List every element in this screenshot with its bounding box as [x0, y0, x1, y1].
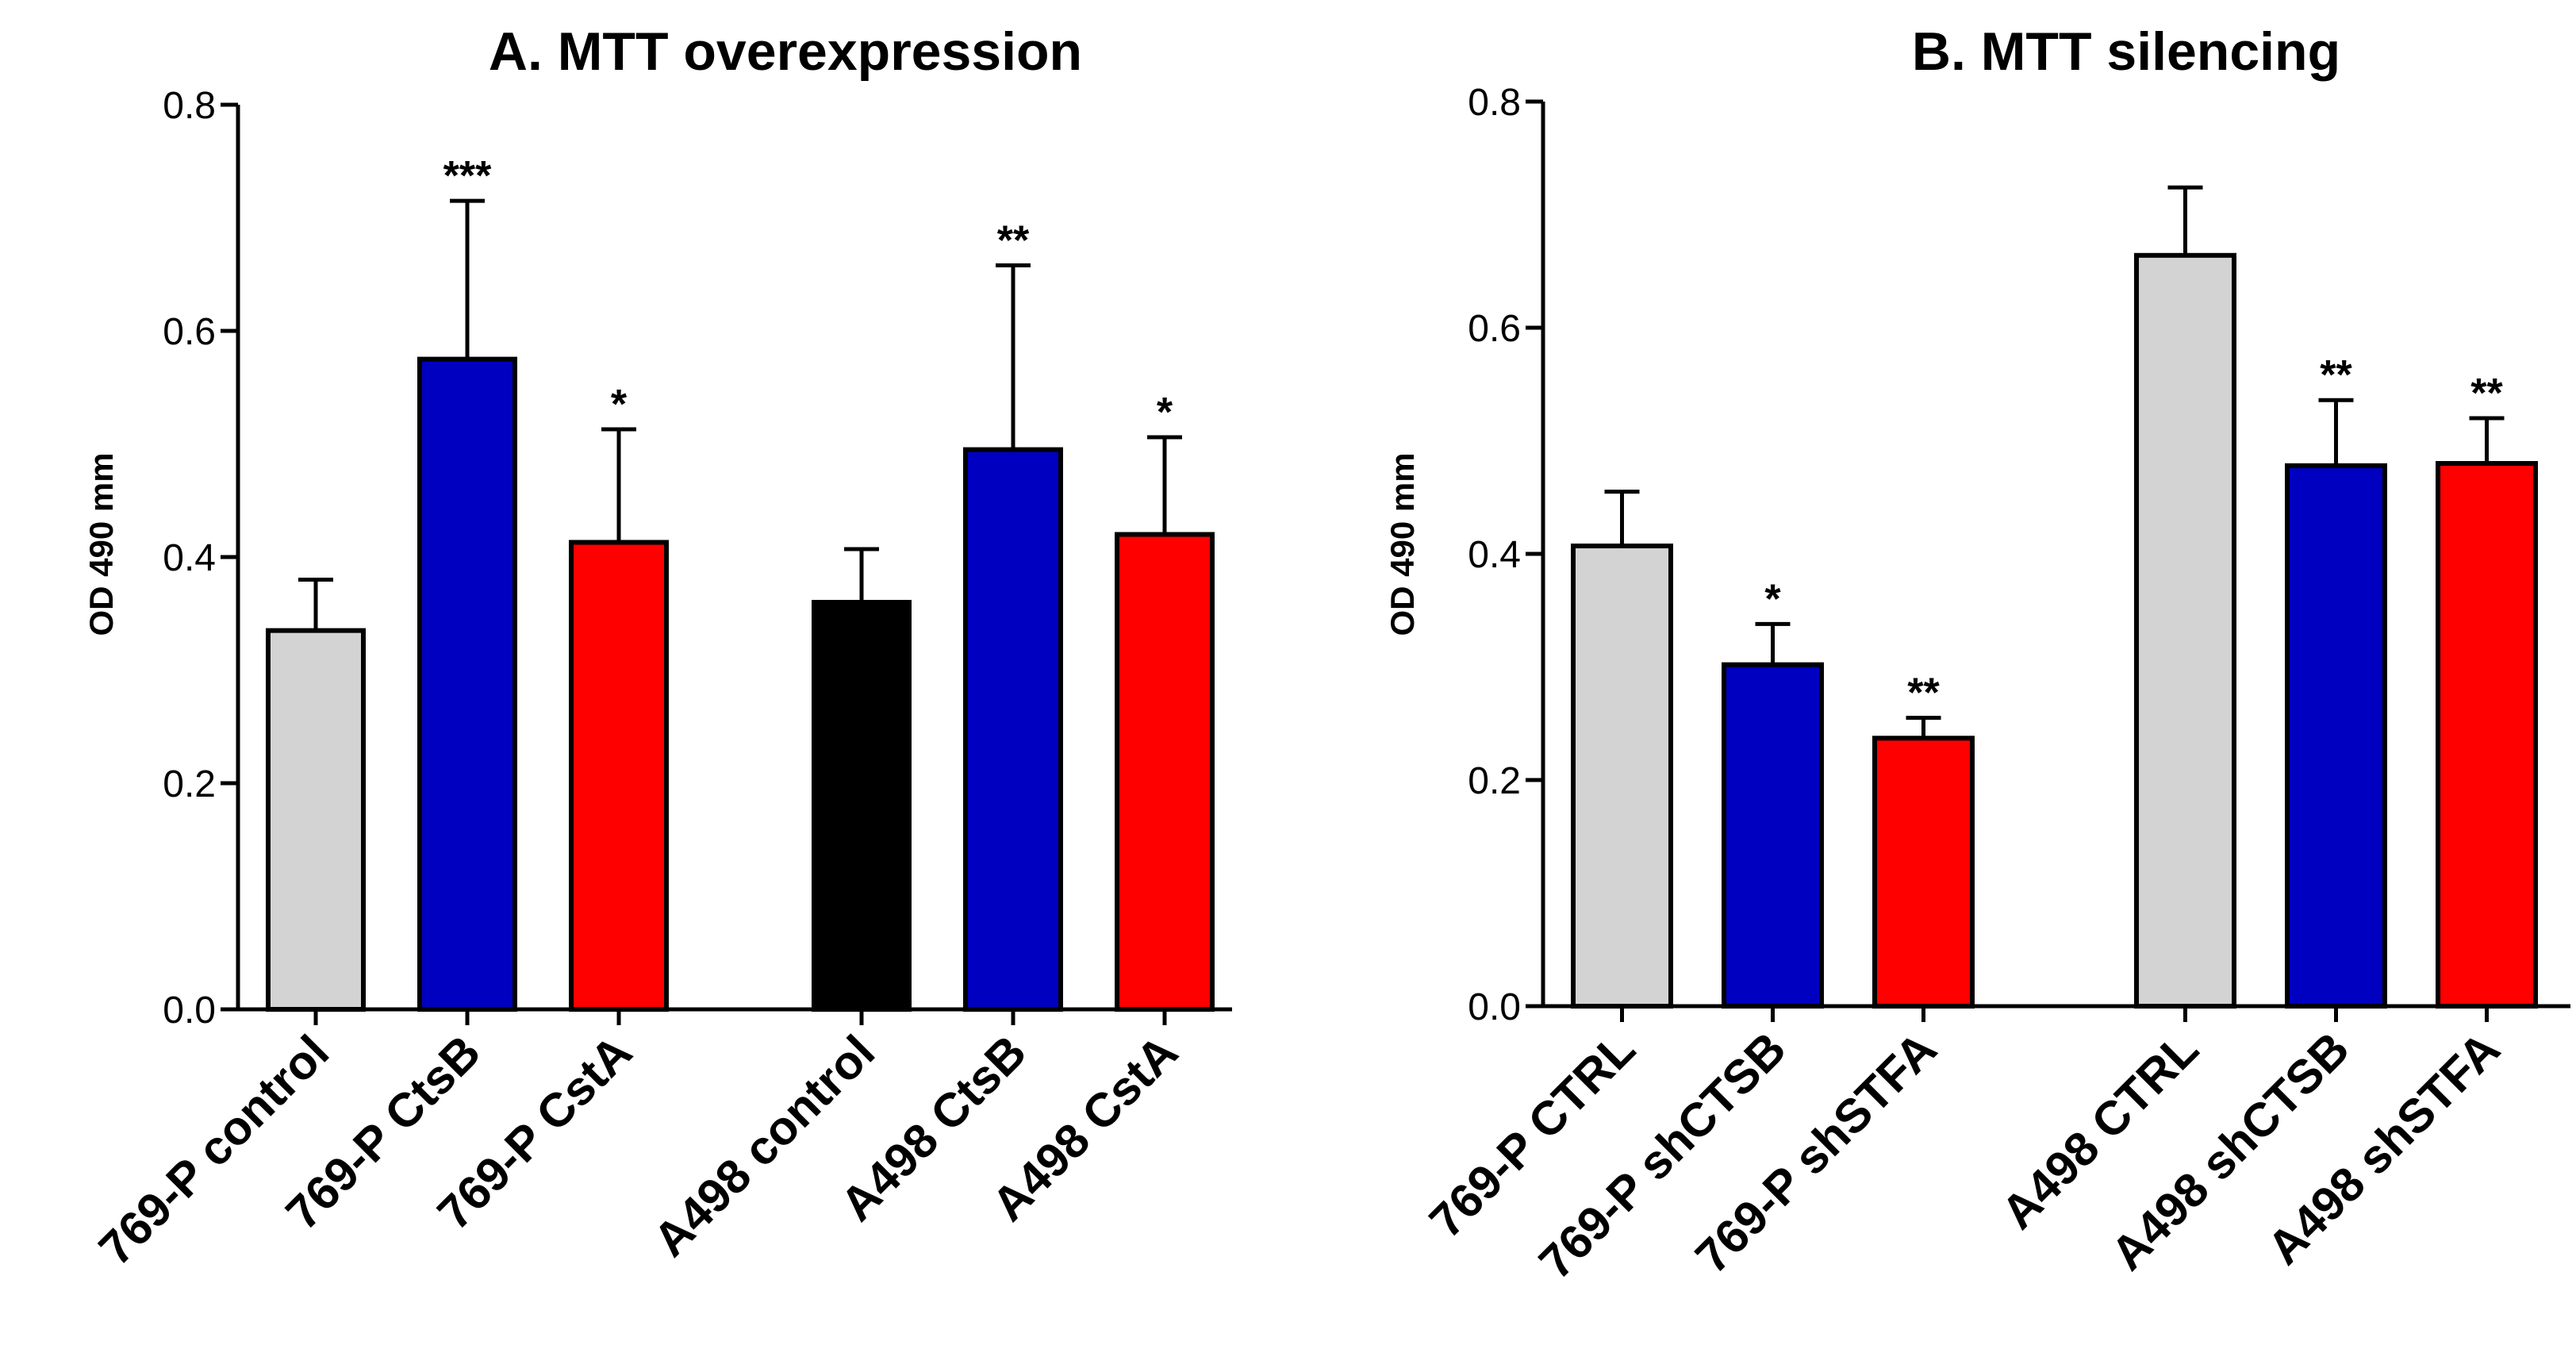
bar [2285, 463, 2387, 1009]
significance-label: * [611, 382, 628, 428]
significance-label: ** [2470, 371, 2503, 417]
panel-b-silencing: B. MTT silencing OD 490 mm 0.0 0.2 0.4 0.6 0… [1384, 21, 2570, 1289]
significance-label: * [1157, 390, 1173, 436]
bar [417, 356, 517, 1012]
bar [266, 628, 366, 1012]
bar [1722, 662, 1824, 1009]
bar [2436, 461, 2538, 1009]
bar [1571, 544, 1673, 1009]
y-tick-label: 0.8 [1468, 82, 1521, 124]
significance-label: * [1764, 576, 1781, 622]
y-tick-label: 0.6 [163, 311, 216, 353]
y-tick-label: 0.4 [1468, 534, 1521, 576]
bar [963, 447, 1063, 1012]
y-tick-label: 0.6 [1468, 308, 1521, 350]
y-tick-label: 0.0 [163, 989, 216, 1032]
bar [2134, 252, 2236, 1009]
y-tick-label: 0.2 [1468, 760, 1521, 802]
bar [569, 540, 669, 1012]
significance-label: *** [443, 153, 492, 199]
bar [1872, 736, 1975, 1009]
x-tick-label: A498 control [643, 1025, 885, 1266]
y-axis-label-b: OD 490 mm [1384, 452, 1421, 636]
significance-label: ** [1907, 671, 1940, 717]
y-tick-label: 0.2 [163, 763, 216, 805]
bar [1115, 532, 1215, 1012]
significance-label: ** [2320, 352, 2352, 398]
y-axis-label-a: OD 490 mm [83, 452, 120, 636]
chart-title-a: A. MTT overexpression [489, 21, 1082, 82]
y-tick-label: 0.8 [163, 85, 216, 127]
panel-a-overexpression: A. MTT overexpression OD 490 mm 0.0 0.2 0.… [83, 21, 1232, 1275]
y-tick-label: 0.4 [163, 537, 216, 579]
significance-label: ** [997, 217, 1030, 263]
x-tick-label: 769-P control [89, 1025, 339, 1275]
y-tick-label: 0.0 [1468, 986, 1521, 1028]
bar [812, 600, 912, 1012]
chart-title-b: B. MTT silencing [1912, 21, 2340, 82]
